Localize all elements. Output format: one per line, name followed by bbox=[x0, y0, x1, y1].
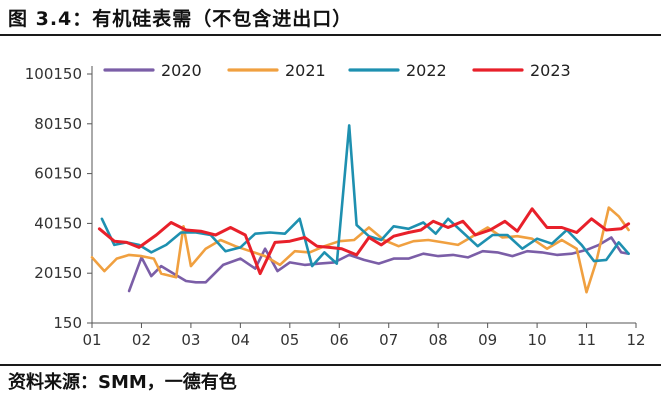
x-tick-label: 04 bbox=[231, 331, 250, 349]
x-tick-label: 11 bbox=[577, 331, 596, 349]
series-line-2022 bbox=[100, 124, 630, 268]
series-line-2021 bbox=[90, 206, 630, 294]
legend-label-2020: 2020 bbox=[161, 61, 202, 80]
line-chart: 150 20150 40150 60150 80150 100150 01 02 03 04 05 0… bbox=[25, 61, 646, 349]
bottom-rule bbox=[0, 364, 661, 366]
x-tick-label: 03 bbox=[181, 331, 200, 349]
legend-label-2023: 2023 bbox=[530, 61, 571, 80]
x-tick-label: 06 bbox=[330, 331, 349, 349]
x-tick-label: 07 bbox=[379, 331, 398, 349]
x-tick-label: 08 bbox=[429, 331, 448, 349]
x-tick-label: 02 bbox=[132, 331, 151, 349]
figure-title: 图 3.4：有机硅表需（不包含进出口） bbox=[8, 8, 353, 30]
chart-series bbox=[90, 124, 631, 294]
x-tick-label: 10 bbox=[528, 331, 547, 349]
chart-axes: 150 20150 40150 60150 80150 100150 01 02 03 04 05 0… bbox=[25, 65, 646, 349]
x-tick-label: 05 bbox=[280, 331, 299, 349]
y-tick-label: 80150 bbox=[34, 115, 82, 133]
chart-legend: 2020 2021 2022 2023 bbox=[103, 61, 571, 80]
y-tick-label: 20150 bbox=[34, 264, 82, 282]
source-note: 资料来源：SMM，一德有色 bbox=[8, 372, 237, 393]
series-line-2020 bbox=[127, 236, 630, 293]
y-tick-label: 150 bbox=[53, 314, 82, 332]
x-tick-label: 01 bbox=[82, 331, 101, 349]
top-rule bbox=[0, 34, 661, 36]
legend-label-2022: 2022 bbox=[406, 61, 447, 80]
y-tick-label: 60150 bbox=[34, 165, 82, 183]
series-line-2023 bbox=[97, 207, 631, 276]
x-tick-label: 09 bbox=[478, 331, 497, 349]
legend-label-2021: 2021 bbox=[285, 61, 326, 80]
y-tick-label: 100150 bbox=[25, 65, 82, 83]
x-tick-label: 12 bbox=[626, 331, 645, 349]
y-tick-label: 40150 bbox=[34, 214, 82, 232]
